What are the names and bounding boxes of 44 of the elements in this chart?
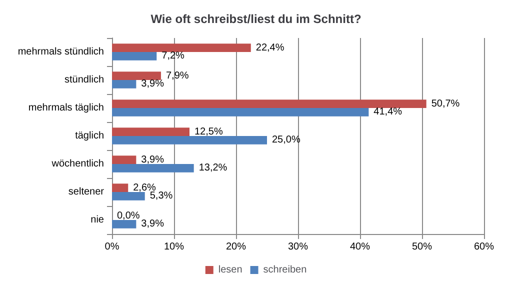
data-label: 12,5% [194,126,223,138]
y-tick-label: mehrmals stündlich [18,46,104,58]
data-label: 3,9% [141,218,164,230]
y-tick-label: seltener [68,186,105,198]
bar [112,80,136,88]
x-tick-label: 20% [226,242,246,252]
data-label: 7,2% [162,50,185,62]
bar [112,100,426,108]
x-tick-label: 0% [104,242,120,252]
bar [112,184,128,192]
legend-label: schreiben [263,264,307,276]
bar [112,44,251,52]
y-tick-label: täglich [75,130,104,142]
bar [112,52,157,60]
data-label: 0,0% [117,210,140,222]
y-tick-label: wöchentlich [50,158,104,170]
bar [112,156,136,164]
x-tick-label: 50% [412,242,432,252]
data-label: 5,3% [150,190,173,202]
y-tick-label: nie [90,214,104,226]
data-label: 3,9% [141,154,164,166]
chart-title: Wie oft schreibst/liest du im Schnitt? [150,12,362,26]
x-tick-label: 40% [350,242,370,252]
bar [112,108,369,116]
data-label: 2,6% [133,182,156,194]
data-label: 41,4% [374,106,402,118]
data-label: 25,0% [272,134,300,146]
bar [112,164,194,172]
bar [112,220,136,228]
bar [112,72,161,80]
y-tick-label: mehrmals täglich [28,102,104,114]
bar [112,136,267,144]
bar [112,192,145,200]
data-label: 13,2% [198,162,228,174]
data-label: 50,7% [431,98,460,110]
x-tick-label: 10% [164,242,184,252]
data-label: 3,9% [141,78,164,90]
legend-label: lesen [218,264,242,276]
bar [112,128,190,136]
y-tick-label: stündlich [64,74,104,86]
data-label: 7,9% [166,70,189,82]
data-label: 22,4% [256,42,284,54]
x-tick-label: 30% [288,242,308,252]
x-tick-label: 60% [474,242,494,252]
